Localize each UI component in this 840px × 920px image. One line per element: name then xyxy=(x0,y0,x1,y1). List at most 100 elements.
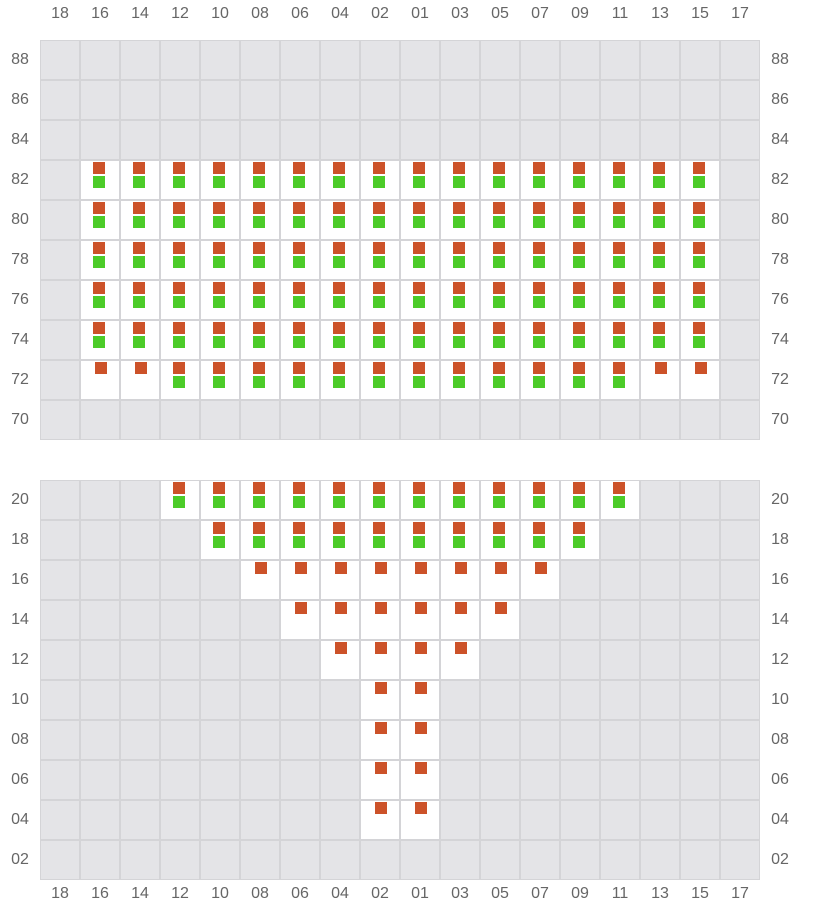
seat-cell[interactable] xyxy=(121,241,159,279)
seat-cell[interactable] xyxy=(281,601,319,639)
seat-cell[interactable] xyxy=(441,361,479,399)
seat-cell[interactable] xyxy=(241,201,279,239)
seat-cell[interactable] xyxy=(681,361,719,399)
seat-cell[interactable] xyxy=(441,641,479,679)
seat-cell[interactable] xyxy=(281,161,319,199)
seat-cell[interactable] xyxy=(481,241,519,279)
seat-cell[interactable] xyxy=(481,361,519,399)
seat-cell[interactable] xyxy=(641,361,679,399)
seat-cell[interactable] xyxy=(561,481,599,519)
seat-cell[interactable] xyxy=(321,161,359,199)
seat-cell[interactable] xyxy=(201,161,239,199)
seat-cell[interactable] xyxy=(361,201,399,239)
seat-cell[interactable] xyxy=(241,281,279,319)
seat-cell[interactable] xyxy=(361,521,399,559)
seat-cell[interactable] xyxy=(361,321,399,359)
seat-cell[interactable] xyxy=(601,281,639,319)
seat-cell[interactable] xyxy=(561,281,599,319)
seat-cell[interactable] xyxy=(481,321,519,359)
seat-cell[interactable] xyxy=(601,161,639,199)
seat-cell[interactable] xyxy=(201,481,239,519)
seat-cell[interactable] xyxy=(281,201,319,239)
seat-cell[interactable] xyxy=(361,481,399,519)
seat-cell[interactable] xyxy=(401,761,439,799)
seat-cell[interactable] xyxy=(681,321,719,359)
seat-cell[interactable] xyxy=(361,641,399,679)
seat-cell[interactable] xyxy=(521,321,559,359)
seat-cell[interactable] xyxy=(681,201,719,239)
seat-cell[interactable] xyxy=(521,241,559,279)
seat-cell[interactable] xyxy=(361,721,399,759)
seat-cell[interactable] xyxy=(401,241,439,279)
seat-cell[interactable] xyxy=(441,281,479,319)
seat-cell[interactable] xyxy=(481,601,519,639)
seat-cell[interactable] xyxy=(441,481,479,519)
seat-cell[interactable] xyxy=(81,241,119,279)
seat-cell[interactable] xyxy=(601,201,639,239)
seat-cell[interactable] xyxy=(81,281,119,319)
seat-cell[interactable] xyxy=(641,161,679,199)
seat-cell[interactable] xyxy=(401,641,439,679)
seat-cell[interactable] xyxy=(241,481,279,519)
seat-cell[interactable] xyxy=(641,241,679,279)
seat-cell[interactable] xyxy=(201,361,239,399)
seat-cell[interactable] xyxy=(521,161,559,199)
seat-cell[interactable] xyxy=(201,241,239,279)
seat-cell[interactable] xyxy=(161,241,199,279)
seat-cell[interactable] xyxy=(361,361,399,399)
seat-cell[interactable] xyxy=(241,521,279,559)
seat-cell[interactable] xyxy=(401,281,439,319)
seat-cell[interactable] xyxy=(281,281,319,319)
seat-cell[interactable] xyxy=(641,201,679,239)
seat-cell[interactable] xyxy=(521,281,559,319)
seat-cell[interactable] xyxy=(361,601,399,639)
seat-cell[interactable] xyxy=(561,361,599,399)
seat-cell[interactable] xyxy=(241,161,279,199)
seat-cell[interactable] xyxy=(321,641,359,679)
seat-cell[interactable] xyxy=(521,481,559,519)
seat-cell[interactable] xyxy=(601,321,639,359)
seat-cell[interactable] xyxy=(401,601,439,639)
seat-cell[interactable] xyxy=(281,361,319,399)
seat-cell[interactable] xyxy=(401,721,439,759)
seat-cell[interactable] xyxy=(241,321,279,359)
seat-cell[interactable] xyxy=(361,761,399,799)
seat-cell[interactable] xyxy=(201,321,239,359)
seat-cell[interactable] xyxy=(321,561,359,599)
seat-cell[interactable] xyxy=(161,361,199,399)
seat-cell[interactable] xyxy=(281,241,319,279)
seat-cell[interactable] xyxy=(241,241,279,279)
seat-cell[interactable] xyxy=(161,321,199,359)
seat-cell[interactable] xyxy=(321,361,359,399)
seat-cell[interactable] xyxy=(401,801,439,839)
seat-cell[interactable] xyxy=(641,281,679,319)
seat-cell[interactable] xyxy=(321,201,359,239)
seat-cell[interactable] xyxy=(401,361,439,399)
seat-cell[interactable] xyxy=(481,161,519,199)
seat-cell[interactable] xyxy=(401,201,439,239)
seat-cell[interactable] xyxy=(161,201,199,239)
seat-cell[interactable] xyxy=(681,281,719,319)
seat-cell[interactable] xyxy=(441,521,479,559)
seat-cell[interactable] xyxy=(681,241,719,279)
seat-cell[interactable] xyxy=(201,281,239,319)
seat-cell[interactable] xyxy=(561,521,599,559)
seat-cell[interactable] xyxy=(81,201,119,239)
seat-cell[interactable] xyxy=(481,281,519,319)
seat-cell[interactable] xyxy=(81,321,119,359)
seat-cell[interactable] xyxy=(401,561,439,599)
seat-cell[interactable] xyxy=(201,201,239,239)
seat-cell[interactable] xyxy=(561,201,599,239)
seat-cell[interactable] xyxy=(121,201,159,239)
seat-cell[interactable] xyxy=(441,321,479,359)
seat-cell[interactable] xyxy=(441,241,479,279)
seat-cell[interactable] xyxy=(481,561,519,599)
seat-cell[interactable] xyxy=(401,521,439,559)
seat-cell[interactable] xyxy=(361,241,399,279)
seat-cell[interactable] xyxy=(401,481,439,519)
seat-cell[interactable] xyxy=(681,161,719,199)
seat-cell[interactable] xyxy=(321,481,359,519)
seat-cell[interactable] xyxy=(521,201,559,239)
seat-cell[interactable] xyxy=(321,281,359,319)
seat-cell[interactable] xyxy=(121,161,159,199)
